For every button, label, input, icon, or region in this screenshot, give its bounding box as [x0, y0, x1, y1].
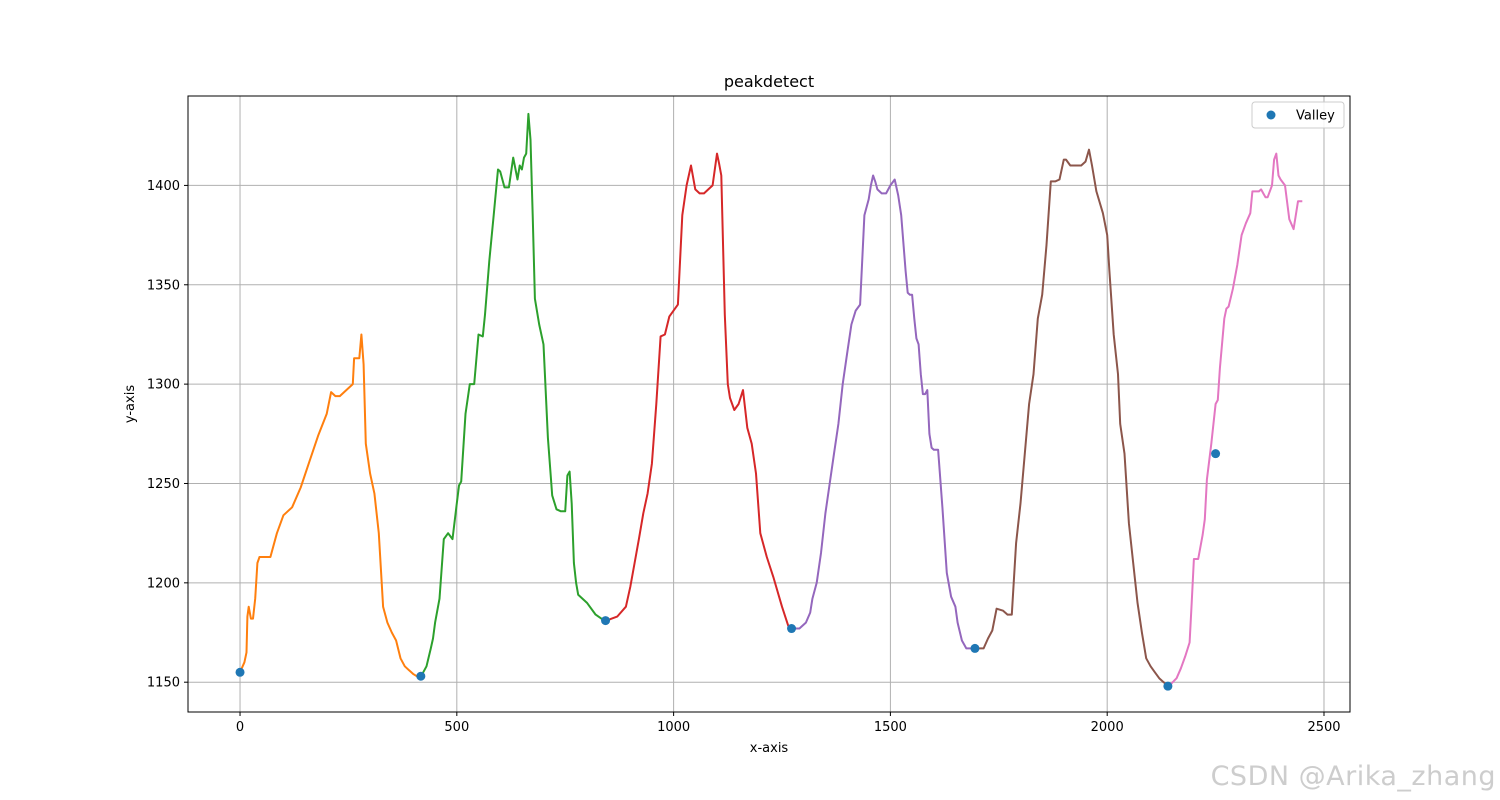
grid-lines: [188, 96, 1350, 712]
legend-marker-valley: [1266, 110, 1276, 120]
x-axis-label: x-axis: [750, 741, 789, 756]
x-tick-label: 0: [236, 720, 244, 735]
series-line-6: [1168, 152, 1303, 687]
valley-point: [235, 667, 245, 677]
valley-point: [1163, 681, 1173, 691]
x-tick-label: 1500: [874, 720, 907, 735]
valley-point: [416, 671, 426, 681]
legend: Valley: [1251, 101, 1345, 129]
series-line-4: [791, 174, 973, 650]
y-tick-label: 1400: [147, 179, 180, 194]
y-tick-label: 1150: [147, 676, 180, 691]
legend-box: [1251, 101, 1345, 129]
x-tick-label: 1000: [657, 720, 690, 735]
x-tick-label: 2500: [1307, 720, 1340, 735]
watermark: CSDN @Arika_zhang: [1210, 761, 1496, 792]
series-line-2: [419, 112, 605, 679]
x-tick-label: 2000: [1091, 720, 1124, 735]
valley-point: [787, 624, 797, 634]
x-tick-label: 500: [444, 720, 469, 735]
y-ticks: 1150 1200 1250 1300 1350 1400: [147, 179, 188, 691]
y-tick-label: 1300: [147, 378, 180, 393]
valley-point: [601, 616, 611, 626]
series-lines: [239, 112, 1303, 687]
plot-frame: [187, 95, 1351, 713]
x-ticks: 0 500 1000 1500 2000 2500: [236, 712, 1341, 735]
y-axis-label: y-axis: [123, 385, 138, 423]
y-tick-label: 1350: [147, 278, 180, 293]
series-line-3: [606, 152, 793, 630]
valley-point: [970, 643, 980, 653]
series-line-1: [239, 333, 421, 680]
y-tick-label: 1250: [147, 477, 180, 492]
y-tick-label: 1200: [147, 576, 180, 591]
valley-markers: [235, 449, 1221, 691]
chart-title: peakdetect: [724, 72, 814, 91]
series-line-5: [972, 148, 1170, 687]
valley-point: [1211, 449, 1221, 459]
legend-label-valley: Valley: [1296, 109, 1335, 124]
